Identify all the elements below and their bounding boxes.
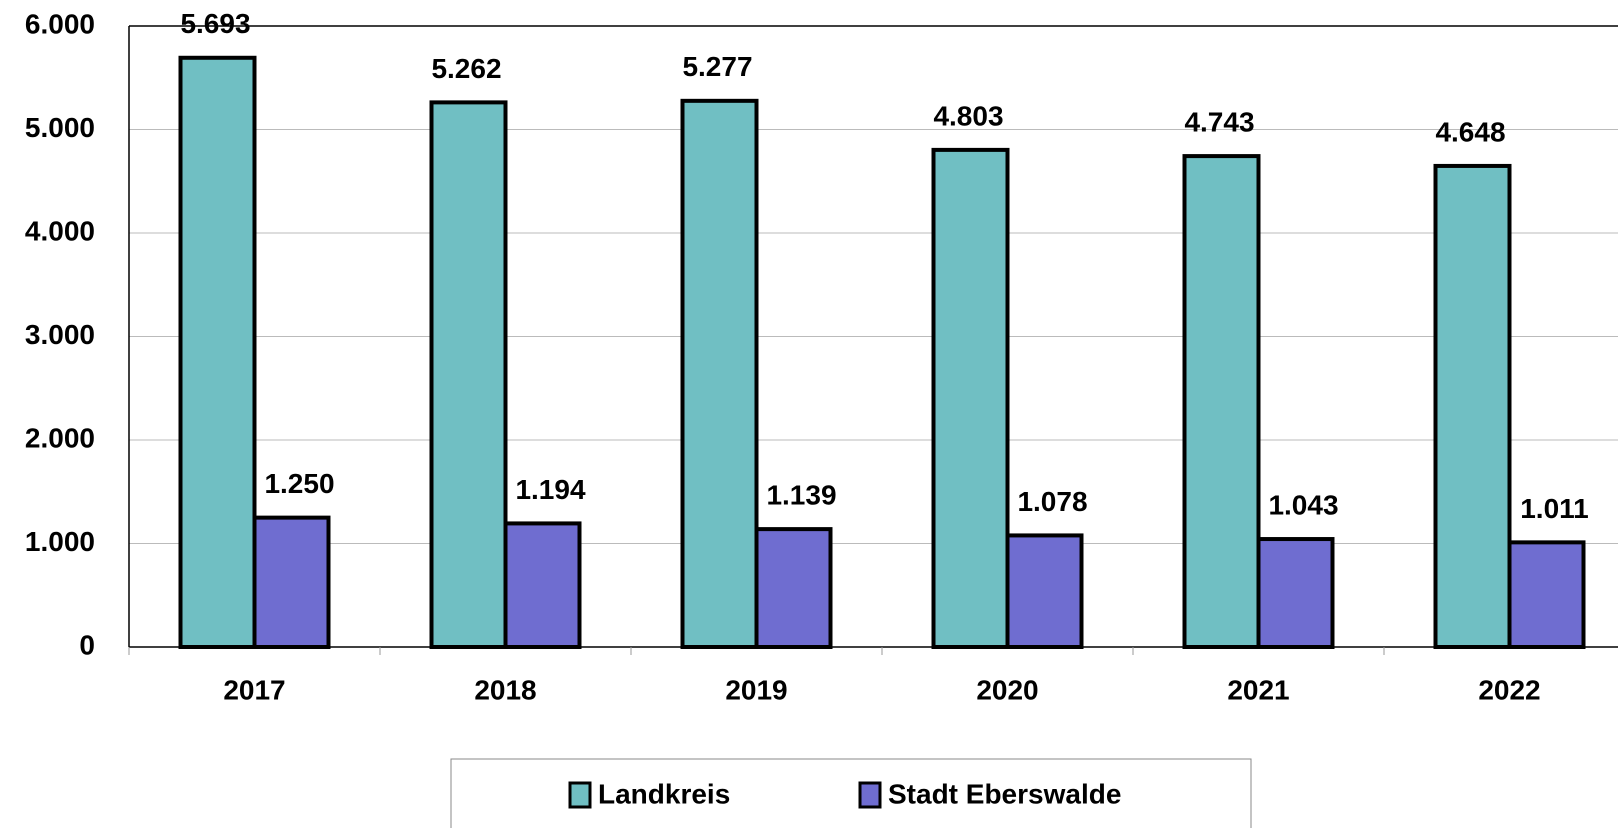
- bar: [178, 55, 257, 650]
- value-label: 1.194: [515, 474, 585, 505]
- value-label: 5.693: [180, 8, 250, 39]
- x-tick-label: 2021: [1227, 674, 1289, 705]
- bar: [1182, 154, 1261, 650]
- y-tick-label: 0: [79, 629, 95, 660]
- legend-label: Landkreis: [598, 778, 730, 809]
- y-tick-label: 4.000: [25, 215, 95, 246]
- bar: [1256, 537, 1335, 649]
- value-label: 4.743: [1184, 106, 1254, 137]
- x-tick-label: 2022: [1478, 674, 1540, 705]
- y-tick-label: 2.000: [25, 422, 95, 453]
- legend-swatch: [568, 781, 592, 809]
- x-tick-label: 2020: [976, 674, 1038, 705]
- value-label: 1.078: [1017, 486, 1087, 517]
- bar: [680, 98, 759, 649]
- value-label: 1.011: [1520, 493, 1589, 524]
- bar: [503, 521, 582, 650]
- bar: [1005, 533, 1084, 649]
- bar: [754, 527, 833, 650]
- bar: [931, 147, 1010, 649]
- x-tick-label: 2019: [725, 674, 787, 705]
- y-tick-label: 5.000: [25, 112, 95, 143]
- bar: [252, 515, 331, 649]
- value-label: 1.043: [1268, 489, 1338, 520]
- value-label: 4.648: [1435, 116, 1505, 147]
- legend-swatch: [858, 781, 882, 809]
- value-label: 4.803: [933, 100, 1003, 131]
- x-tick-label: 2018: [474, 674, 536, 705]
- bar: [1433, 163, 1512, 649]
- x-tick-label: 2017: [223, 674, 285, 705]
- y-tick-label: 6.000: [25, 8, 95, 39]
- bar: [1507, 540, 1586, 650]
- value-label: 5.262: [431, 53, 501, 84]
- value-label: 1.250: [264, 468, 334, 499]
- bar: [429, 100, 508, 650]
- legend-label: Stadt Eberswalde: [888, 778, 1121, 809]
- value-label: 1.139: [766, 480, 836, 511]
- value-label: 5.277: [682, 51, 752, 82]
- y-tick-label: 3.000: [25, 319, 95, 350]
- y-tick-label: 1.000: [25, 526, 95, 557]
